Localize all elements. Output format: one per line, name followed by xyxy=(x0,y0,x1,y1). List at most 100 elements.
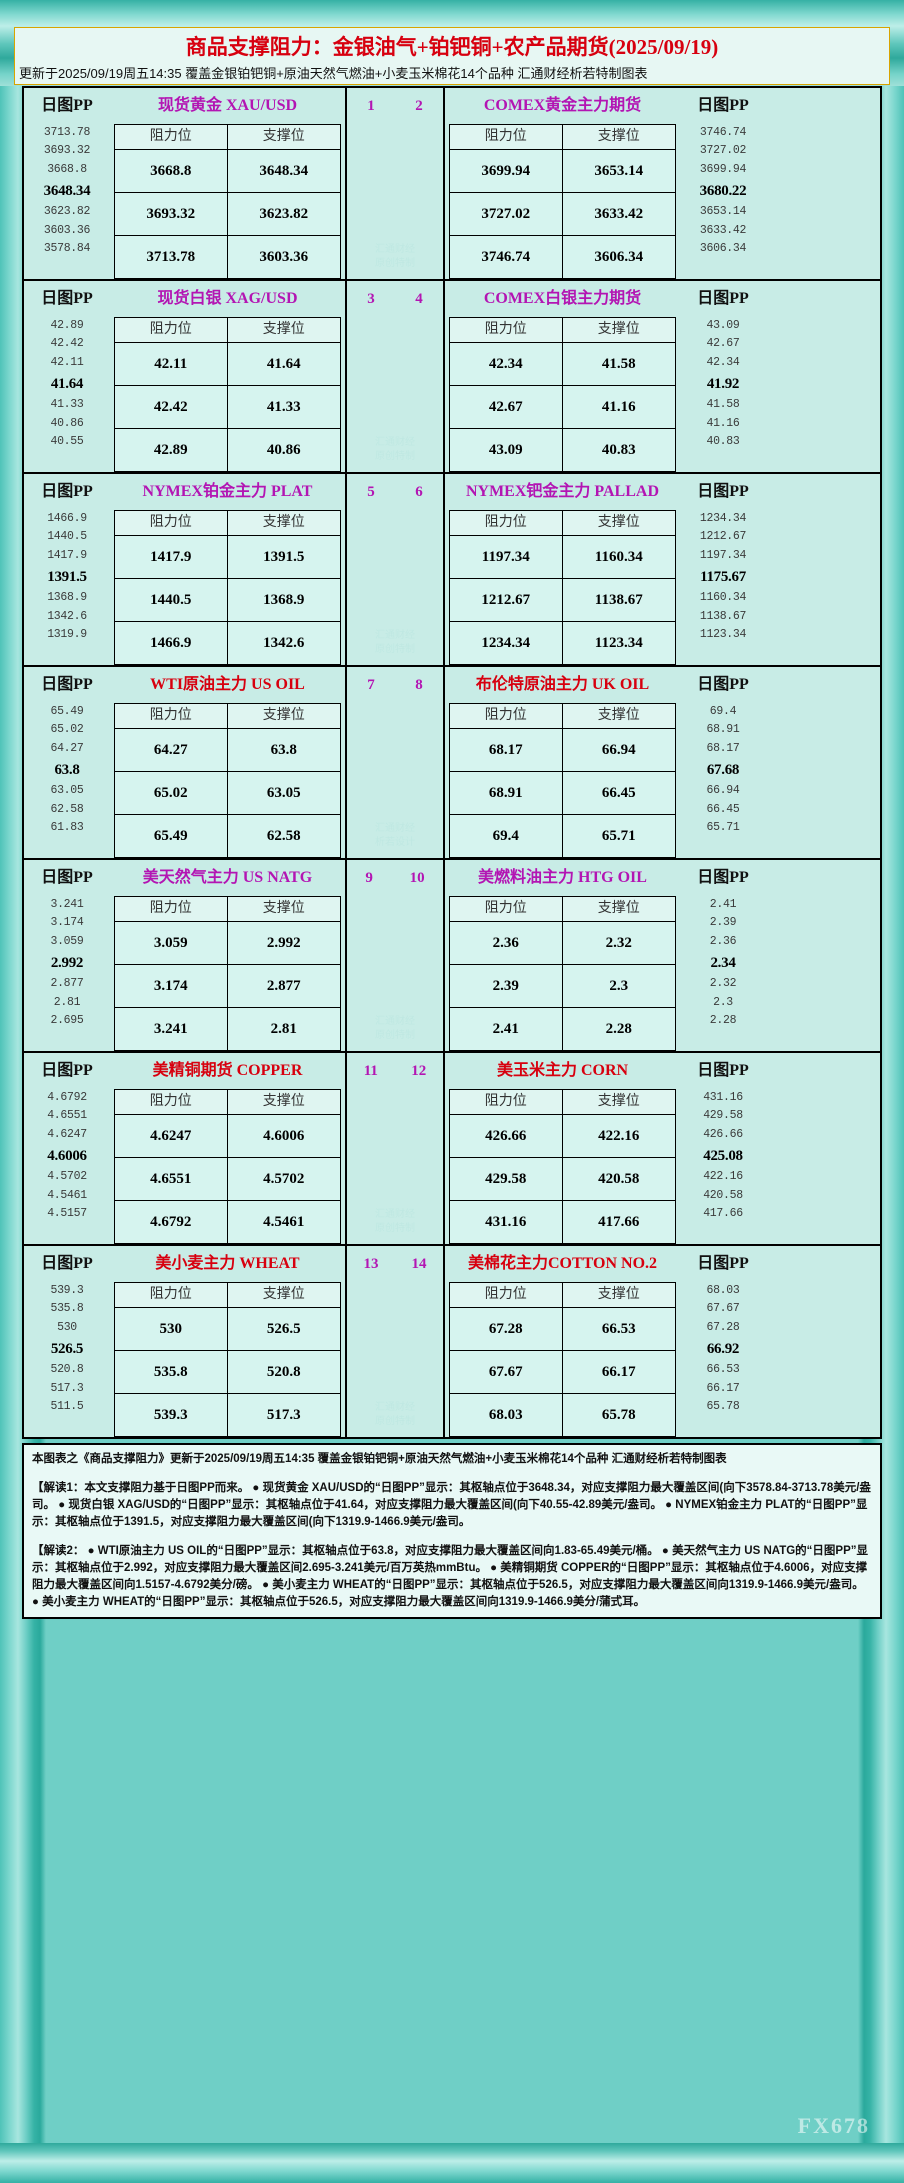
pp-value: 62.58 xyxy=(50,801,83,819)
background-band-bottom xyxy=(0,2143,904,2183)
instrument-title: 现货白银 XAG/USD xyxy=(110,281,345,317)
pp-value: 67.67 xyxy=(706,1300,739,1318)
pp-value: 426.66 xyxy=(703,1126,743,1144)
block-number-column: 1112汇通财经原创特制 xyxy=(345,1053,445,1244)
support-value: 4.5702 xyxy=(228,1158,341,1200)
resistance-value: 1466.9 xyxy=(115,622,228,664)
footer-summary: 本图表之《商品支撑阻力》更新于2025/09/19周五14:35 覆盖金银铂钯铜… xyxy=(24,1445,880,1474)
resistance-value: 67.28 xyxy=(450,1308,563,1350)
support-value: 66.17 xyxy=(563,1351,676,1393)
watermark-text: 汇通财经析若设计 xyxy=(347,822,443,850)
pp-header: 日图PP xyxy=(697,281,749,317)
level-row: 431.16417.66 xyxy=(450,1201,675,1244)
pp-value: 4.6792 xyxy=(47,1089,87,1107)
support-value: 40.86 xyxy=(228,429,341,471)
pair-table-right: 美燃料油主力 HTG OIL阻力位支撑位2.362.322.392.32.412… xyxy=(445,860,680,1051)
resistance-header: 阻力位 xyxy=(450,704,563,728)
pp-value: 2.32 xyxy=(710,975,736,993)
pair-table-left: 现货白银 XAG/USD阻力位支撑位42.1141.6442.4241.3342… xyxy=(110,281,345,472)
level-row: 42.8940.86 xyxy=(115,429,340,472)
support-value: 417.66 xyxy=(563,1201,676,1243)
support-value: 1160.34 xyxy=(563,536,676,578)
pair-table-right: 布伦特原油主力 UK OIL阻力位支撑位68.1766.9468.9166.45… xyxy=(445,667,680,858)
pp-value: 3727.02 xyxy=(700,142,746,160)
pp-value: 64.27 xyxy=(50,740,83,758)
resistance-value: 2.41 xyxy=(450,1008,563,1050)
pair-table-left: NYMEX铂金主力 PLAT阻力位支撑位1417.91391.51440.513… xyxy=(110,474,345,665)
instrument-title: COMEX黄金主力期货 xyxy=(445,88,680,124)
pair-table-left: 现货黄金 XAU/USD阻力位支撑位3668.83648.343693.3236… xyxy=(110,88,345,279)
instrument-title: 现货黄金 XAU/USD xyxy=(110,88,345,124)
instrument-block: 日图PP3713.783693.323668.83648.343623.8236… xyxy=(24,88,880,281)
support-header: 支撑位 xyxy=(563,125,676,149)
support-value: 3623.82 xyxy=(228,193,341,235)
pp-value: 66.17 xyxy=(706,1380,739,1398)
level-row: 4.65514.5702 xyxy=(115,1158,340,1201)
level-row: 3699.943653.14 xyxy=(450,150,675,193)
pp-value: 68.91 xyxy=(706,721,739,739)
pp-value: 68.17 xyxy=(706,740,739,758)
block-number-right: 6 xyxy=(415,484,423,501)
instrument-title: NYMEX钯金主力 PALLAD xyxy=(445,474,680,510)
block-number-right: 2 xyxy=(415,98,423,115)
resistance-header: 阻力位 xyxy=(115,897,228,921)
resistance-header: 阻力位 xyxy=(450,318,563,342)
pp-header: 日图PP xyxy=(697,667,749,703)
level-row: 67.6766.17 xyxy=(450,1351,675,1394)
watermark-text: 汇通财经原创特制 xyxy=(347,1208,443,1236)
footer-note-2: 【解读2： ● WTI原油主力 US OIL的“日图PP”显示：其枢轴点位于63… xyxy=(24,1537,880,1617)
pp-value: 1417.9 xyxy=(47,547,87,565)
instrument-block: 日图PP539.3535.8530526.5520.8517.3511.5美小麦… xyxy=(24,1246,880,1437)
level-row: 1417.91391.5 xyxy=(115,536,340,579)
level-row: 68.1766.94 xyxy=(450,729,675,772)
level-row: 42.4241.33 xyxy=(115,386,340,429)
pp-value: 4.5157 xyxy=(47,1205,87,1223)
support-value: 65.71 xyxy=(563,815,676,857)
pp-value: 431.16 xyxy=(703,1089,743,1107)
watermark-text: 汇通财经原创特制 xyxy=(347,243,443,271)
block-number-column: 910汇通财经原创特制 xyxy=(345,860,445,1051)
footer-notes: 本图表之《商品支撑阻力》更新于2025/09/19周五14:35 覆盖金银铂钯铜… xyxy=(22,1443,882,1619)
pp-value: 63.05 xyxy=(50,782,83,800)
resistance-header: 阻力位 xyxy=(450,1283,563,1307)
pair-table-left: 美小麦主力 WHEAT阻力位支撑位530526.5535.8520.8539.3… xyxy=(110,1246,345,1437)
resistance-header: 阻力位 xyxy=(115,1090,228,1114)
pp-value: 3606.34 xyxy=(700,240,746,258)
pp-value: 66.45 xyxy=(706,801,739,819)
pp-value: 1138.67 xyxy=(700,608,746,626)
level-row: 539.3517.3 xyxy=(115,1394,340,1437)
instrument-title: COMEX白银主力期货 xyxy=(445,281,680,317)
pp-value: 41.33 xyxy=(50,396,83,414)
block-number-column: 34汇通财经原创特制 xyxy=(345,281,445,472)
support-value: 420.58 xyxy=(563,1158,676,1200)
pp-value: 1212.67 xyxy=(700,528,746,546)
pp-value: 3578.84 xyxy=(44,240,90,258)
level-row: 429.58420.58 xyxy=(450,1158,675,1201)
pp-column-right: 日图PP69.468.9168.1767.6866.9466.4565.71 xyxy=(680,667,766,858)
support-value: 4.6006 xyxy=(228,1115,341,1157)
pp-header: 日图PP xyxy=(697,860,749,896)
level-row: 3693.323623.82 xyxy=(115,193,340,236)
block-number-right: 4 xyxy=(415,291,423,308)
pp-value: 42.42 xyxy=(50,335,83,353)
pp-column-left: 日图PP3713.783693.323668.83648.343623.8236… xyxy=(24,88,110,279)
pp-value: 3633.42 xyxy=(700,222,746,240)
pp-value: 1160.34 xyxy=(700,589,746,607)
support-header: 支撑位 xyxy=(563,897,676,921)
resistance-header: 阻力位 xyxy=(450,125,563,149)
block-number-left: 9 xyxy=(365,870,373,887)
pp-value: 417.66 xyxy=(703,1205,743,1223)
pp-value: 511.5 xyxy=(50,1398,83,1416)
pp-value: 1466.9 xyxy=(47,510,87,528)
pp-value: 520.8 xyxy=(50,1361,83,1379)
level-row: 2.412.28 xyxy=(450,1008,675,1051)
resistance-header: 阻力位 xyxy=(450,1090,563,1114)
level-row: 65.4962.58 xyxy=(115,815,340,858)
pair-table-left: 美天然气主力 US NATG阻力位支撑位3.0592.9923.1742.877… xyxy=(110,860,345,1051)
pp-value: 3693.32 xyxy=(44,142,90,160)
resistance-header: 阻力位 xyxy=(115,1283,228,1307)
support-value: 40.83 xyxy=(563,429,676,471)
header-panel: 商品支撑阻力：金银油气+铂钯铜+农产品期货(2025/09/19) 更新于202… xyxy=(14,27,890,85)
block-number-right: 8 xyxy=(415,677,423,694)
pp-value: 65.02 xyxy=(50,721,83,739)
